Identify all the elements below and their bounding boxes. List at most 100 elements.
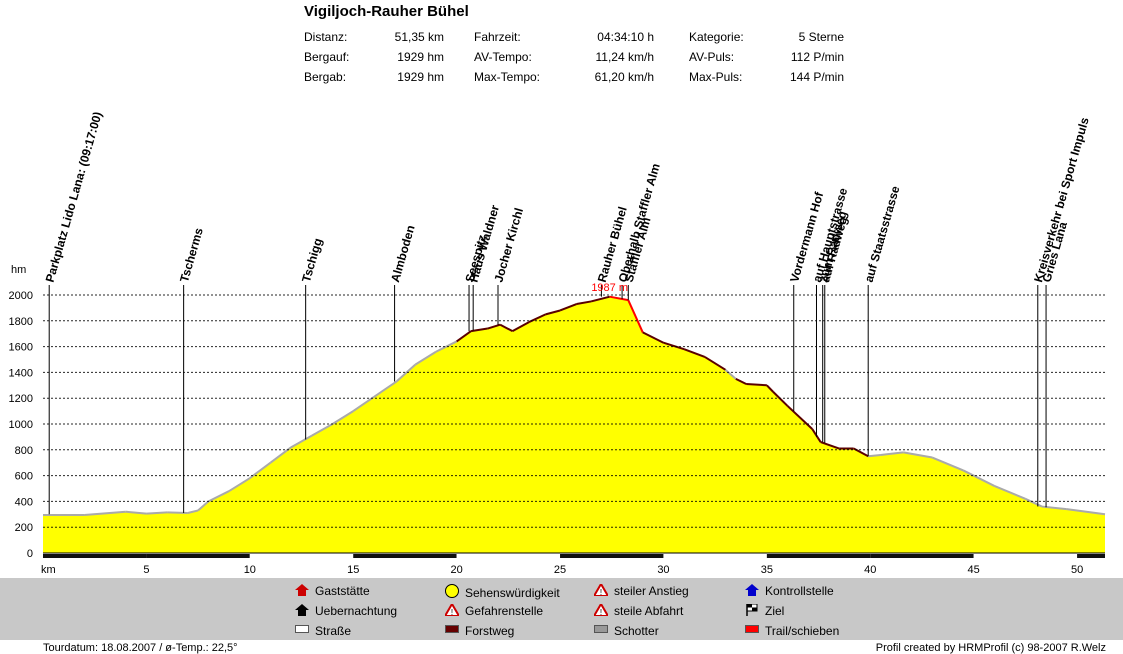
stat-value: 1929 hm: [397, 70, 444, 84]
profile-area: [43, 296, 1105, 553]
stat-label: AV-Tempo:: [474, 50, 532, 64]
profile-outline-segment: [395, 363, 416, 383]
profile-outline-segment: [931, 456, 964, 472]
km-band-segment: [249, 554, 354, 558]
stat-value: 11,24 km/h: [595, 50, 654, 64]
checkpoint-blue-icon: [745, 584, 759, 596]
profile-outline-segment: [735, 377, 747, 385]
profile-outline-segment: [456, 330, 472, 343]
stat-label: Max-Puls:: [689, 70, 743, 84]
profile-outline-segment: [187, 509, 199, 514]
trail-red-bar-icon: [745, 625, 759, 633]
y-tick-label: 1200: [9, 393, 33, 405]
profile-outline-segment: [125, 510, 147, 515]
legend-item: Kontrollstelle: [745, 584, 834, 598]
stat-value: 112 P/min: [790, 50, 844, 64]
waypoint-label: Parkplatz Lido Lana: (09:17:00): [43, 110, 105, 284]
legend-item: ! Gefahrenstelle: [443, 602, 543, 618]
y-tick-label: 0: [27, 548, 33, 560]
y-tick-label: 2000: [9, 290, 33, 302]
steep-climb-icon: !: [592, 582, 610, 597]
elevation-profile-chart: 0 200 400 600 800 1000 1200 1400 1600 1800 2000 hm 5…: [9, 110, 1106, 576]
legend-label: steiler Anstieg: [614, 584, 689, 598]
km-band-segment: [870, 554, 974, 558]
km-band-segment: [353, 554, 457, 558]
stat-value: 1929 hm: [397, 50, 444, 64]
legend-label: Schotter: [614, 624, 659, 638]
profile-outline-segment: [683, 348, 706, 358]
warning-triangle-icon: !: [443, 602, 461, 617]
profile-outline-segment: [663, 341, 685, 351]
profile-outline-segment: [880, 451, 904, 456]
legend-label: Trail/schieben: [765, 624, 840, 638]
profile-outline-segment: [208, 490, 230, 503]
x-tick-label: 45: [968, 564, 980, 576]
x-tick-label: 15: [347, 564, 359, 576]
profile-outline-segment: [249, 461, 272, 479]
stat-value: 61,20 km/h: [594, 70, 654, 84]
legend-item: ! steiler Anstieg: [592, 582, 689, 598]
profile-outline-segment: [627, 299, 644, 333]
y-tick-label: 1400: [9, 367, 33, 379]
legend-label: steile Abfahrt: [614, 604, 684, 618]
profile-outline-segment: [146, 511, 168, 515]
bed-house-icon: [295, 604, 309, 616]
legend-item: Gaststätte: [295, 584, 370, 598]
legend-item: Ziel: [745, 603, 784, 618]
profile-outline-segment: [820, 441, 840, 450]
stat-value: 51,35 km: [394, 30, 444, 44]
profile-outline-segment: [962, 469, 995, 487]
profile-outline-segment: [290, 434, 313, 449]
km-band-segment: [663, 554, 767, 558]
stat-label: Bergauf:: [304, 50, 350, 64]
footer-tour-date: Tourdatum: 18.08.2007 / ø-Temp.: 22,5°: [43, 642, 238, 654]
stat-value: 5 Sterne: [798, 30, 844, 44]
profile-outline-segment: [576, 300, 592, 306]
km-band-segment: [766, 554, 871, 558]
stat-label: Kategorie:: [689, 30, 744, 44]
stat-label: Fahrzeit:: [474, 30, 521, 44]
legend-label: Gaststätte: [315, 584, 370, 598]
legend-item: Sehenswürdigkeit: [445, 584, 560, 600]
profile-outline-segment: [311, 423, 334, 437]
km-band-segment: [43, 554, 147, 558]
waypoint-label: Kreisverkehr bei Sport Impuls: [1031, 116, 1092, 284]
y-tick-label: 1000: [9, 419, 33, 431]
y-tick-label: 600: [15, 471, 33, 483]
profile-outline-segment: [993, 484, 1026, 500]
smiley-icon: [445, 584, 459, 598]
profile-outline-segment: [590, 295, 610, 303]
x-tick-label: 20: [451, 564, 463, 576]
profile-outline-segment: [332, 410, 354, 425]
house-red-icon: [295, 584, 309, 596]
profile-outline-segment: [470, 327, 488, 333]
svg-text:!: !: [600, 608, 602, 616]
km-band-segment: [560, 554, 664, 558]
x-tick-label: 50: [1071, 564, 1083, 576]
profile-outline-segment: [167, 511, 188, 515]
km-band-segment: [456, 554, 561, 558]
finish-flag-icon: [745, 603, 759, 616]
profile-outline-segment: [84, 510, 126, 516]
legend-item: ! steile Abfahrt: [592, 602, 684, 618]
profile-outline-segment: [609, 295, 629, 302]
profile-outline-segment: [704, 356, 727, 371]
x-tick-label: 25: [554, 564, 566, 576]
profile-outline-segment: [197, 500, 210, 512]
stat-value: 144 P/min: [789, 70, 844, 84]
km-band-segment: [146, 554, 250, 558]
x-tick-label: 35: [761, 564, 773, 576]
profile-outline-segment: [1066, 508, 1106, 516]
profile-outline-segment: [373, 380, 398, 398]
x-tick-label: 30: [657, 564, 669, 576]
profile-outline-segment: [499, 323, 513, 333]
legend-label: Uebernachtung: [315, 604, 398, 618]
km-band-segment: [973, 554, 1078, 558]
profile-outline-segment: [772, 391, 789, 407]
profile-outline-segment: [545, 309, 561, 316]
profile-outline-segment: [868, 453, 881, 458]
road-white-bar-icon: [295, 625, 309, 633]
forest-road-bar-icon: [445, 625, 459, 633]
profile-outline-segment: [724, 369, 737, 380]
profile-outline-segment: [786, 405, 814, 430]
